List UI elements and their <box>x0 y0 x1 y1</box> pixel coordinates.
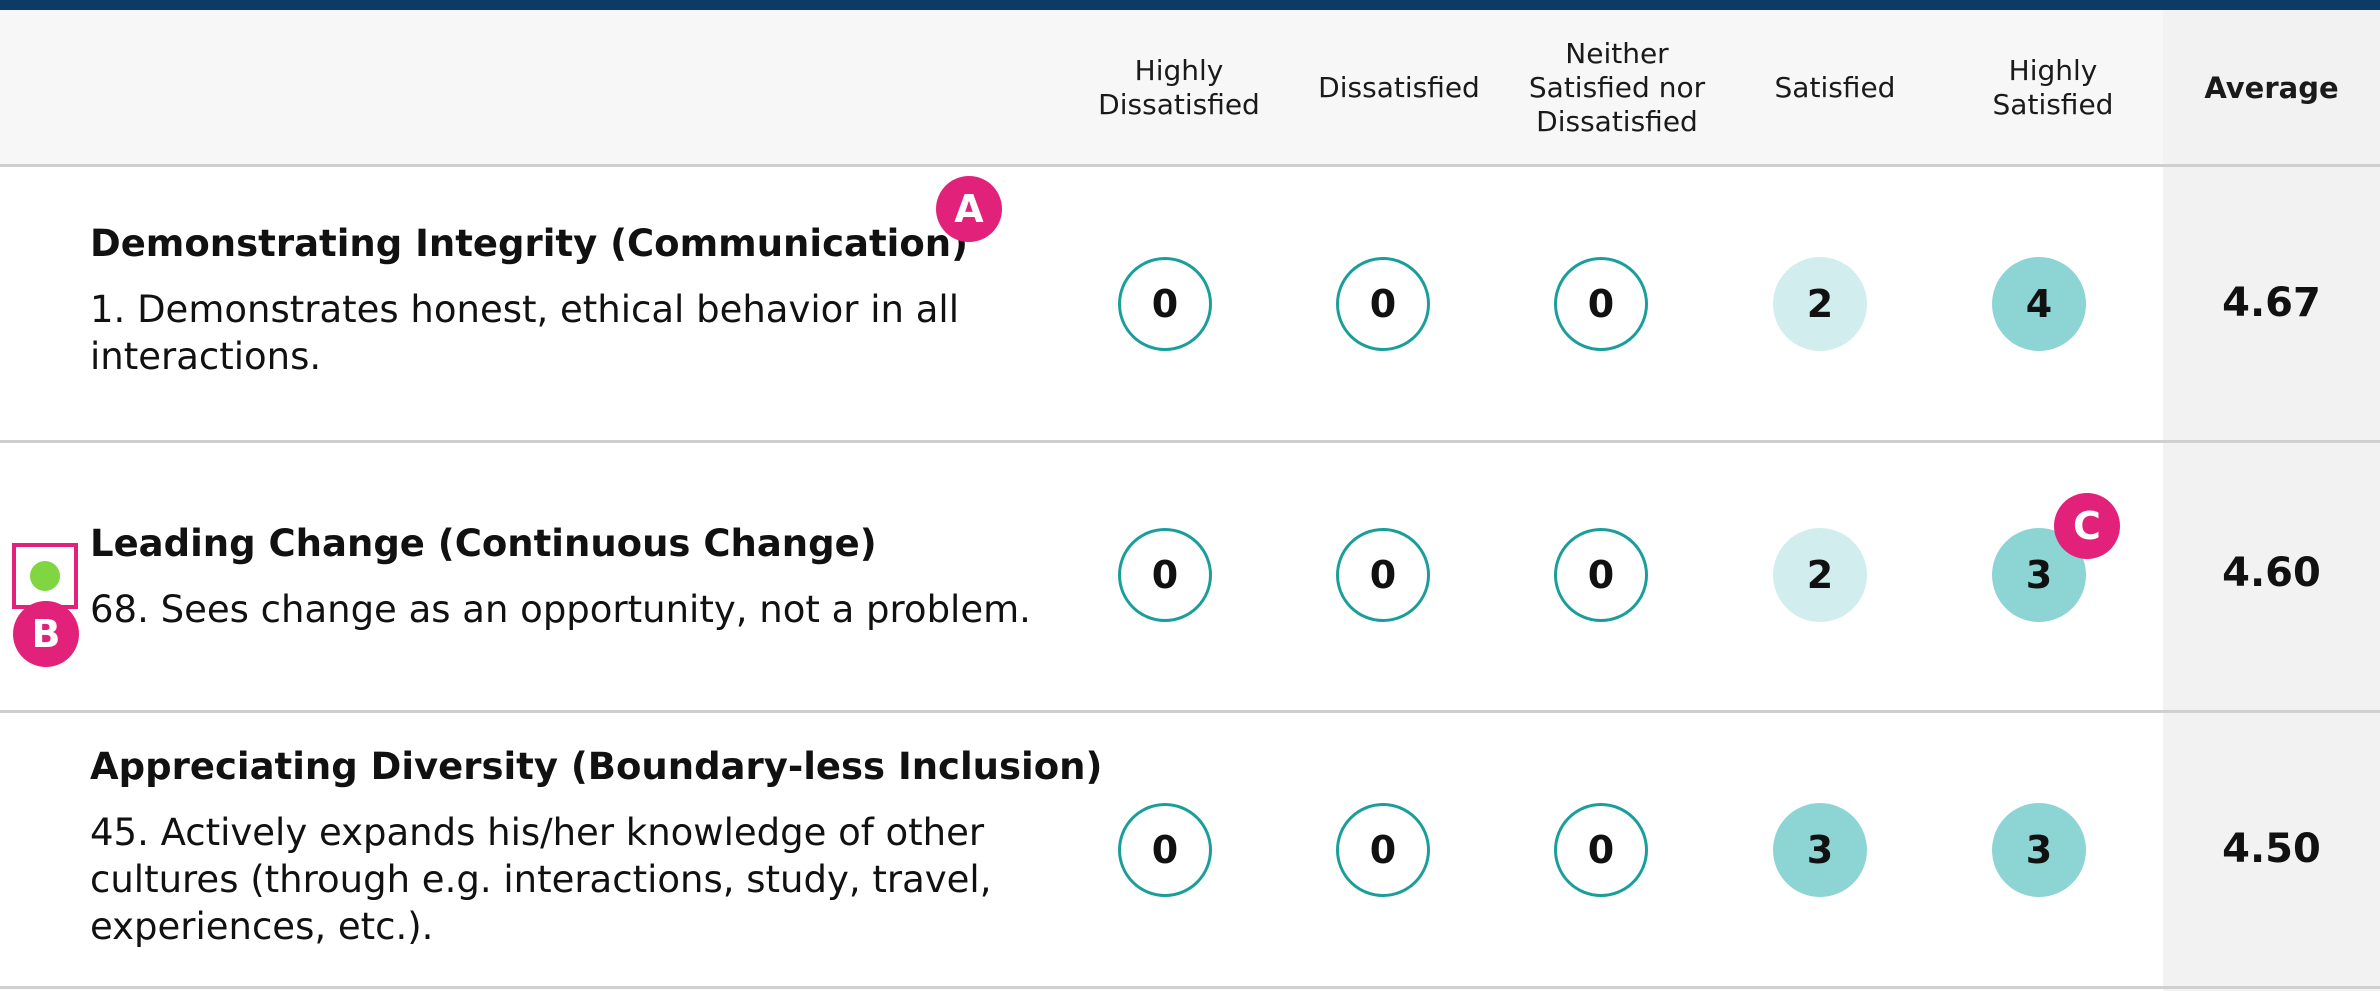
count-highly-satisfied[interactable]: 3 <box>1992 528 2086 622</box>
count-dissatisfied[interactable]: 0 <box>1336 257 1430 351</box>
column-header-neither: Neither Satisfied nor Dissatisfied <box>1528 36 1706 138</box>
count-neither[interactable]: 0 <box>1554 803 1648 897</box>
column-header-dissatisfied: Dissatisfied <box>1318 70 1480 104</box>
count-satisfied[interactable]: 3 <box>1773 803 1867 897</box>
row-divider <box>0 440 2380 443</box>
top-accent-bar <box>0 0 2380 10</box>
count-satisfied[interactable]: 2 <box>1773 257 1867 351</box>
flag-checkbox[interactable] <box>12 543 78 609</box>
table-header <box>0 10 2163 165</box>
count-satisfied[interactable]: 2 <box>1773 528 1867 622</box>
status-dot-icon <box>30 561 60 591</box>
count-highly-dissatisfied[interactable]: 0 <box>1118 257 1212 351</box>
count-dissatisfied[interactable]: 0 <box>1336 803 1430 897</box>
column-header-satisfied: Satisfied <box>1774 70 1896 104</box>
question-text: 68. Sees change as an opportunity, not a… <box>90 588 1031 631</box>
column-header-highly-satisfied: Highly Satisfied <box>1992 53 2114 121</box>
count-dissatisfied[interactable]: 0 <box>1336 528 1430 622</box>
header-divider <box>0 164 2380 167</box>
question-text: 1. Demonstrates honest, ethical behavior… <box>90 288 959 378</box>
count-highly-dissatisfied[interactable]: 0 <box>1118 803 1212 897</box>
average-value: 4.60 <box>2222 550 2321 596</box>
count-highly-satisfied[interactable]: 4 <box>1992 257 2086 351</box>
annotation-marker-a: A <box>936 176 1002 242</box>
count-highly-satisfied[interactable]: 3 <box>1992 803 2086 897</box>
count-neither[interactable]: 0 <box>1554 257 1648 351</box>
count-highly-dissatisfied[interactable]: 0 <box>1118 528 1212 622</box>
competency-title: Leading Change (Continuous Change) <box>90 522 877 565</box>
average-column-background <box>2163 10 2380 991</box>
row-divider <box>0 986 2380 989</box>
average-value: 4.67 <box>2222 280 2321 326</box>
annotation-marker-b: B <box>13 601 79 667</box>
column-header-average: Average <box>2204 70 2339 105</box>
question-text: 45. Actively expands his/her knowledge o… <box>90 811 992 948</box>
average-value: 4.50 <box>2222 826 2321 872</box>
annotation-marker-c: C <box>2054 493 2120 559</box>
count-neither[interactable]: 0 <box>1554 528 1648 622</box>
column-header-highly-dissatisfied: Highly Dissatisfied <box>1098 53 1260 121</box>
competency-title: Demonstrating Integrity (Communication) <box>90 222 969 265</box>
row-divider <box>0 710 2380 713</box>
competency-title: Appreciating Diversity (Boundary-less In… <box>90 745 1103 788</box>
